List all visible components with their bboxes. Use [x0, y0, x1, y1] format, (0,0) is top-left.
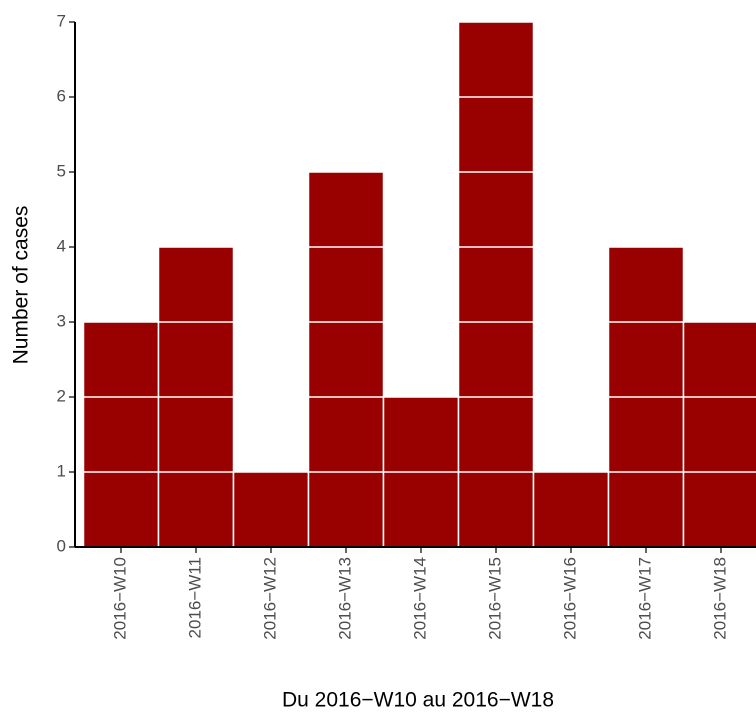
- y-tick-label: 0: [57, 536, 66, 555]
- x-axis-title: Du 2016−W10 au 2016−W18: [282, 689, 554, 712]
- bar: [307, 171, 385, 548]
- bar: [457, 21, 535, 548]
- bar: [682, 321, 756, 548]
- x-tick-label: 2016−W16: [560, 557, 579, 640]
- x-tick-label: 2016−W15: [485, 557, 504, 640]
- bar: [232, 471, 310, 548]
- y-tick-label: 4: [57, 236, 66, 255]
- x-tick-label: 2016−W18: [710, 557, 729, 640]
- y-tick-label: 3: [57, 311, 66, 330]
- x-tick-label: 2016−W14: [410, 557, 429, 640]
- x-tick-label: 2016−W10: [110, 557, 129, 640]
- y-tick-label: 5: [57, 161, 66, 180]
- x-tick-label: 2016−W11: [185, 557, 204, 638]
- x-tick-label: 2016−W17: [635, 557, 654, 640]
- y-axis-title: Number of cases: [10, 206, 33, 365]
- x-tick-label: 2016−W12: [260, 557, 279, 640]
- bar: [82, 321, 160, 548]
- x-tick-label: 2016−W13: [335, 557, 354, 640]
- y-tick-label: 1: [57, 461, 66, 480]
- y-tick-label: 6: [57, 86, 66, 105]
- y-tick-label: 7: [57, 11, 66, 30]
- y-tick-label: 2: [57, 386, 66, 405]
- bar: [532, 471, 610, 548]
